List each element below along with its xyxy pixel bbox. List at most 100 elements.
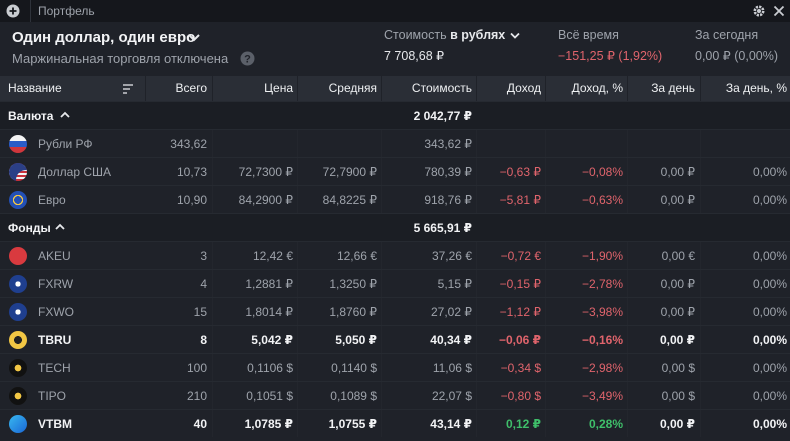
column-header[interactable]: Доход, % <box>571 81 623 95</box>
income-pct-cell: −0,16% <box>581 333 623 347</box>
column-separator <box>700 354 701 381</box>
income-cell: −0,63 ₽ <box>499 165 541 179</box>
column-header[interactable]: За день, % <box>725 81 787 95</box>
position-row[interactable]: Евро 10,90 84,2900 ₽ 84,8225 ₽ 918,76 ₽ −5,81… <box>0 185 790 213</box>
column-separator <box>212 410 213 437</box>
income-pct-cell: −3,98% <box>581 305 623 319</box>
column-header[interactable]: Всего <box>175 81 207 95</box>
day-pct-cell: 0,00% <box>752 305 787 319</box>
avg-cell: 1,8760 ₽ <box>329 305 377 319</box>
price-cell: 1,2881 ₽ <box>245 277 293 291</box>
column-separator <box>700 410 701 437</box>
position-row[interactable]: VTBM 40 1,0785 ₽ 1,0755 ₽ 43,14 ₽ 0,12 ₽ 0,28%… <box>0 409 790 437</box>
position-row[interactable]: Рубли РФ 343,62 343,62 ₽ <box>0 129 790 157</box>
column-separator <box>476 76 477 101</box>
qty-cell: 40 <box>193 417 207 431</box>
column-separator <box>476 410 477 437</box>
column-separator <box>476 186 477 213</box>
price-cell: 1,8014 ₽ <box>245 305 293 319</box>
column-separator <box>212 186 213 213</box>
close-button[interactable] <box>773 5 785 17</box>
column-separator <box>381 326 382 353</box>
add-button[interactable] <box>6 4 20 18</box>
position-row[interactable]: TBRU 8 5,042 ₽ 5,050 ₽ 40,34 ₽ −0,06 ₽ −0,16% 0… <box>0 325 790 353</box>
portfolio-dropdown[interactable] <box>187 32 201 44</box>
avg-cell: 1,3250 ₽ <box>329 277 377 291</box>
settings-button[interactable] <box>752 4 766 18</box>
group-total: 5 665,91 ₽ <box>413 221 472 235</box>
column-separator <box>212 326 213 353</box>
price-cell: 84,2900 ₽ <box>238 193 293 207</box>
sort-icon[interactable] <box>122 83 134 95</box>
instrument-icon <box>9 163 27 181</box>
position-row[interactable]: FXWO 15 1,8014 ₽ 1,8760 ₽ 27,02 ₽ −1,12 ₽ −3,9… <box>0 297 790 325</box>
income-pct-cell: −3,49% <box>581 389 623 403</box>
income-pct-cell: −0,63% <box>581 193 623 207</box>
help-icon[interactable]: ? <box>240 51 255 66</box>
column-separator <box>381 354 382 381</box>
value-cell: 37,26 € <box>431 249 472 263</box>
collapse-icon[interactable] <box>54 222 66 232</box>
column-separator <box>627 410 628 437</box>
day-pct-cell: 0,00% <box>752 165 787 179</box>
qty-cell: 100 <box>186 361 207 375</box>
portfolio-name[interactable]: Один доллар, один евро <box>12 29 196 46</box>
value-amount: 7 708,68 ₽ <box>384 49 445 63</box>
price-cell: 0,1051 $ <box>246 389 293 403</box>
column-separator <box>297 270 298 297</box>
position-row[interactable]: AKEU 3 12,42 € 12,66 € 37,26 € −0,72 € −1,90% 0… <box>0 241 790 269</box>
positions-table: Название Всего Цена Средняя Стоимость Доход До… <box>0 76 790 441</box>
column-separator <box>381 158 382 185</box>
name-cell: FXRW <box>38 277 74 291</box>
column-separator <box>212 242 213 269</box>
column-header[interactable]: Цена <box>264 81 293 95</box>
column-separator <box>212 270 213 297</box>
column-separator <box>476 354 477 381</box>
toolbar-title: Портфель <box>38 4 95 18</box>
position-row[interactable]: TIPO 210 0,1051 $ 0,1089 $ 22,07 $ −0,80 $ −3,… <box>0 381 790 409</box>
instrument-icon <box>9 247 27 265</box>
group-name[interactable]: Фонды <box>8 221 51 235</box>
column-separator <box>545 76 546 101</box>
column-separator <box>297 186 298 213</box>
column-separator <box>545 186 546 213</box>
column-separator <box>545 242 546 269</box>
name-cell: FXWO <box>38 305 74 319</box>
group-name[interactable]: Валюта <box>8 109 54 123</box>
column-separator <box>545 326 546 353</box>
margin-note: Маржинальная торговля отключена <box>12 51 229 66</box>
column-header[interactable]: Доход <box>506 81 541 95</box>
avg-cell: 84,8225 ₽ <box>322 193 377 207</box>
column-separator <box>627 326 628 353</box>
column-separator <box>627 130 628 157</box>
column-separator <box>381 298 382 325</box>
all-time-label: Всё время <box>558 28 619 42</box>
column-header[interactable]: Средняя <box>328 81 377 95</box>
column-separator <box>381 76 382 101</box>
value-cell: 11,06 $ <box>432 361 472 375</box>
column-header[interactable]: За день <box>651 81 695 95</box>
day-cell: 0,00 ₽ <box>660 193 695 207</box>
column-separator <box>545 410 546 437</box>
column-separator <box>700 298 701 325</box>
price-cell: 5,042 ₽ <box>251 333 293 347</box>
instrument-icon <box>9 331 27 349</box>
column-header[interactable]: Название <box>8 81 62 95</box>
collapse-icon[interactable] <box>59 110 71 120</box>
qty-cell: 15 <box>193 305 207 319</box>
column-separator <box>381 242 382 269</box>
position-row[interactable]: FXRW 4 1,2881 ₽ 1,3250 ₽ 5,15 ₽ −0,15 ₽ −2,78%… <box>0 269 790 297</box>
column-separator <box>297 242 298 269</box>
divider <box>30 0 31 22</box>
qty-cell: 4 <box>200 277 207 291</box>
income-cell: −0,34 $ <box>500 361 541 375</box>
column-separator <box>212 298 213 325</box>
column-header[interactable]: Стоимость <box>411 81 472 95</box>
income-pct-cell: −1,90% <box>581 249 623 263</box>
value-currency[interactable]: в рублях <box>450 28 506 42</box>
position-row[interactable]: Доллар США 10,73 72,7300 ₽ 72,7900 ₽ 780,39 … <box>0 157 790 185</box>
column-separator <box>627 186 628 213</box>
currency-dropdown[interactable] <box>509 31 521 41</box>
position-row[interactable]: TECH 100 0,1106 $ 0,1140 $ 11,06 $ −0,34 $ −2,… <box>0 353 790 381</box>
